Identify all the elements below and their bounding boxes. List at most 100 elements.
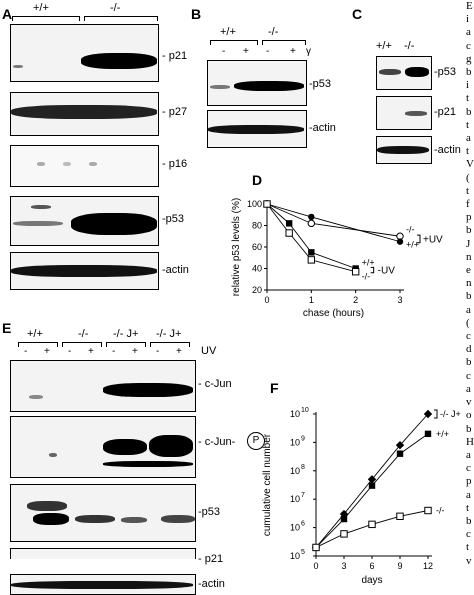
f-ytick-exp-0: 5 xyxy=(301,549,305,556)
d-annotation-minus-uv: -UV xyxy=(378,266,396,277)
f-ytick-label-1: 10 xyxy=(290,523,300,533)
d-ytick-label-2: 60 xyxy=(252,242,262,252)
f-point-1-4 xyxy=(424,430,432,438)
side-text-line: c xyxy=(466,369,471,382)
side-text-line: b xyxy=(466,224,472,237)
blot-b-p53 xyxy=(207,60,307,106)
f-point-0-4 xyxy=(423,409,433,419)
d-xtick-label-3: 3 xyxy=(397,295,402,305)
blot-c-p21-label: -p21 xyxy=(434,106,457,118)
d-point-2-1 xyxy=(285,220,293,227)
f-series-line-1 xyxy=(315,433,429,548)
panel-b-bracket-wt xyxy=(210,40,258,45)
side-text-line: a xyxy=(466,382,471,395)
panel-e-bracket-3 xyxy=(106,342,146,347)
f-point-2-3 xyxy=(396,512,404,520)
side-text-line: c xyxy=(466,528,471,541)
side-text-line: v xyxy=(466,396,472,409)
d-point-1-1 xyxy=(308,213,315,221)
panel-e-genotype-1: +/+ xyxy=(27,328,43,340)
d-point-1-2 xyxy=(396,238,404,245)
panel-e-genotype-2: -/- xyxy=(78,328,89,340)
side-text-line: t xyxy=(466,92,470,105)
blot-e-c-jun-p-label: - c-Jun- xyxy=(198,436,236,448)
f-ytick-label-4: 10 xyxy=(290,437,300,447)
f-point-0-1 xyxy=(339,509,349,519)
side-text-line: H xyxy=(466,435,474,448)
panel-e-genotype-4: -/- J+ xyxy=(156,328,182,340)
d-annotation-plus-uv: +UV xyxy=(423,234,443,245)
side-text-line: g xyxy=(466,52,472,65)
panel-b-sign-4: + xyxy=(290,46,296,57)
f-ytick-exp-2: 7 xyxy=(301,492,305,499)
side-text-line: n xyxy=(466,250,472,263)
side-text-line: a xyxy=(466,448,471,461)
blot-e-actin xyxy=(10,574,196,595)
panel-a-bracket-wt xyxy=(12,16,80,21)
panel-a-genotype-ko: -/- xyxy=(110,2,121,14)
d-ytick-label-4: 100 xyxy=(247,199,262,209)
panel-c-genotype-wt: +/+ xyxy=(376,40,392,52)
blot-c-p53-label: -p53 xyxy=(434,66,457,78)
f-ylabel: cumulative cell number xyxy=(262,433,273,536)
side-text-line: a xyxy=(466,303,471,316)
d-xtick-label-0: 0 xyxy=(264,295,269,305)
side-text-line: o xyxy=(466,409,472,422)
panel-e-uv-label: UV xyxy=(201,345,217,357)
blot-b-actin-label: -actin xyxy=(309,122,336,134)
d-series-label-2: +/+ xyxy=(362,258,375,268)
panel-e-uv-sign-8: + xyxy=(176,346,182,357)
f-ytick-label-5: 10 xyxy=(290,409,300,419)
panel-b-genotype-ko: -/- xyxy=(268,26,279,38)
f-xtick-label-2: 6 xyxy=(369,561,374,571)
f-point-1-2 xyxy=(368,482,376,489)
f-point-0-2 xyxy=(367,475,377,484)
d-ytick-label-3: 80 xyxy=(252,221,262,231)
f-point-1-1 xyxy=(340,515,348,523)
panel-d-letter: D xyxy=(252,172,263,188)
side-text-line: p xyxy=(466,211,472,224)
f-point-1-3 xyxy=(396,450,404,457)
d-series-label-3: -/- xyxy=(362,272,371,282)
side-text-line: b xyxy=(466,356,472,369)
d-xtick-label-2: 2 xyxy=(353,295,358,305)
f-ytick-label-0: 10 xyxy=(290,551,300,561)
d-point-3-3 xyxy=(351,268,360,276)
side-text-line: e xyxy=(466,264,471,277)
side-text-line: a xyxy=(466,132,471,145)
panel-b-letter: B xyxy=(191,6,202,22)
f-point-2-1 xyxy=(340,530,348,538)
panel-e-letter: E xyxy=(2,320,12,336)
panel-d-chart: 20 40 60 80 100 0 1 2 3 chase (hours) relative p53… xyxy=(231,198,443,319)
side-text-line: c xyxy=(466,39,471,52)
side-text-line: t xyxy=(466,145,470,158)
panel-a-letter: A xyxy=(2,6,13,22)
side-text-line: t xyxy=(466,541,470,554)
side-text-line: t xyxy=(466,501,470,514)
panel-e-uv-sign-3: - xyxy=(68,346,72,357)
blot-c-actin xyxy=(376,136,432,164)
panel-c-letter: C xyxy=(352,6,363,22)
f-ytick-label-3: 10 xyxy=(290,466,300,476)
side-text-line: b xyxy=(466,422,472,435)
panel-b-sign-1: - xyxy=(222,46,226,57)
panel-b-treatment-label: γ xyxy=(306,46,311,57)
d-bracket-plus-uv xyxy=(417,234,421,244)
side-text-line: J xyxy=(466,237,471,250)
side-text-line: d xyxy=(466,343,472,356)
panel-e-uv-sign-7: - xyxy=(156,346,160,357)
panel-e-uv-sign-6: + xyxy=(132,346,138,357)
f-xtick-label-1: 3 xyxy=(341,561,346,571)
f-xtick-label-3: 9 xyxy=(397,561,402,571)
side-text-line: b xyxy=(466,105,472,118)
side-text-line: n xyxy=(466,277,472,290)
d-xtick-label-1: 1 xyxy=(309,295,314,305)
blot-a-p16-label: - p16 xyxy=(162,158,188,170)
f-xtick-label-4: 12 xyxy=(423,561,433,571)
blot-e-c-jun-p xyxy=(10,416,196,478)
side-text-line: t xyxy=(466,118,470,131)
side-text-line: a xyxy=(466,26,471,39)
blot-e-c-jun-label: - c-Jun xyxy=(198,378,232,390)
panel-b-genotype-wt: +/+ xyxy=(220,26,236,38)
panel-e-genotype-3: -/- J+ xyxy=(113,328,139,340)
